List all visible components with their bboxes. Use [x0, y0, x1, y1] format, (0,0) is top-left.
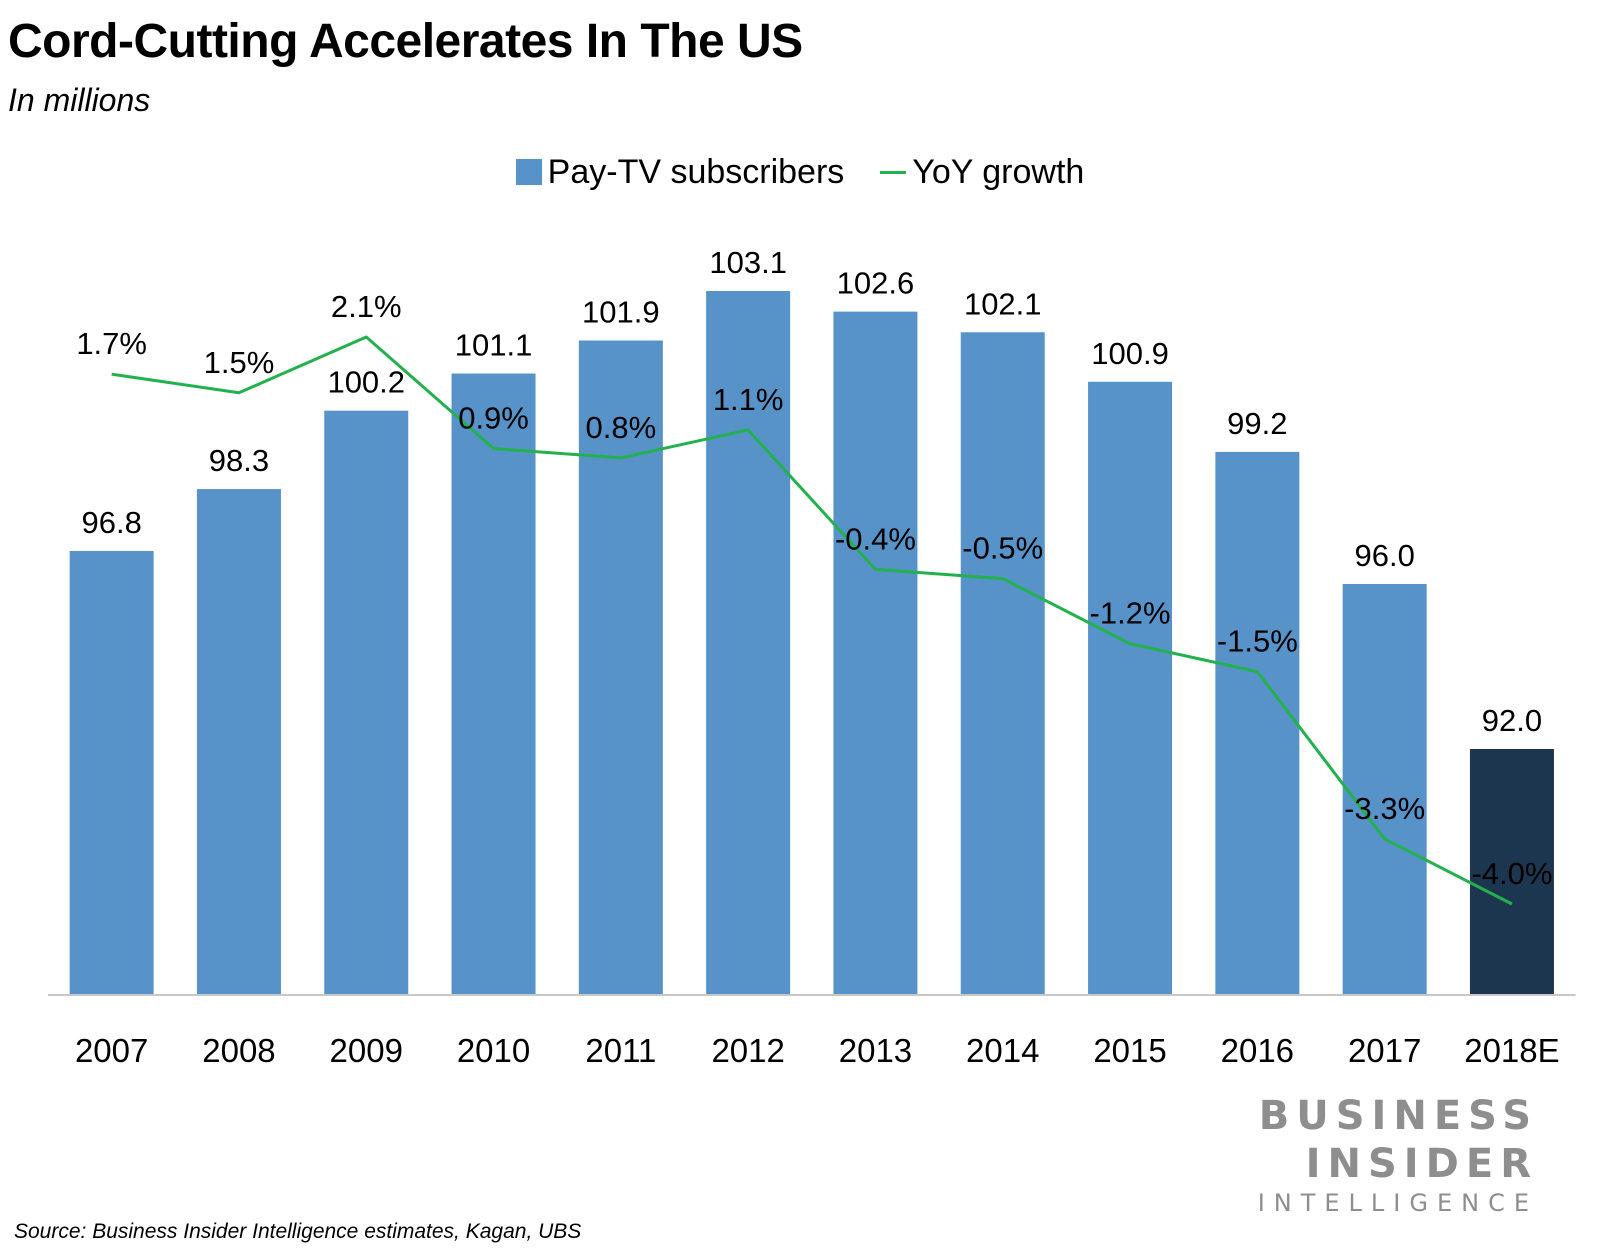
bar-value-label-2011: 101.9 [582, 295, 660, 330]
legend-label-subscribers: Pay-TV subscribers [547, 153, 845, 191]
growth-label-2018E: -4.0% [1471, 856, 1552, 891]
bar-2011 [578, 340, 663, 995]
bar-2013 [833, 311, 918, 996]
bar-2009 [324, 410, 409, 995]
growth-label-2009: 2.1% [331, 289, 402, 324]
growth-label-2007: 1.7% [76, 326, 147, 361]
source-note: Source: Business Insider Intelligence es… [14, 1220, 582, 1243]
bar-value-label-2008: 98.3 [209, 443, 269, 478]
growth-line [111, 335, 1513, 906]
chart-subtitle: In millions [8, 82, 151, 118]
x-tick-label-2007: 2007 [75, 1032, 148, 1069]
business-insider-logo: BUSINESS INSIDER INTELLIGENCE [1258, 1092, 1538, 1218]
growth-label-2012: 1.1% [713, 382, 784, 417]
bar-2007 [69, 550, 154, 995]
legend-bar-swatch [515, 159, 542, 185]
chart-legend: Pay-TV subscribers YoY growth [0, 150, 1600, 194]
growth-label-2008: 1.5% [204, 345, 275, 380]
bar-value-label-2018E: 92.0 [1482, 703, 1542, 738]
legend-item-growth: YoY growth [880, 150, 1084, 194]
bar-value-label-2014: 102.1 [964, 286, 1042, 321]
bar-value-label-2009: 100.2 [327, 365, 405, 400]
bar-2016 [1215, 451, 1300, 995]
bar-2010 [451, 373, 536, 995]
growth-label-2016: -1.5% [1217, 624, 1298, 659]
x-tick-label-2008: 2008 [202, 1032, 275, 1069]
x-tick-label-2017: 2017 [1348, 1032, 1421, 1069]
legend-line-swatch [880, 170, 907, 174]
bar-value-label-2017: 96.0 [1354, 538, 1414, 573]
bar-2012 [706, 291, 791, 995]
x-tick-label-2014: 2014 [966, 1032, 1039, 1069]
bar-2018E [1469, 749, 1554, 995]
bar-value-label-2010: 101.1 [455, 328, 533, 363]
bar-2014 [960, 332, 1045, 996]
legend-item-subscribers: Pay-TV subscribers [515, 150, 845, 194]
bar-value-label-2015: 100.9 [1091, 336, 1169, 371]
bar-2008 [196, 489, 281, 995]
growth-label-2015: -1.2% [1090, 596, 1171, 631]
bar-2017 [1342, 583, 1427, 995]
growth-label-2010: 0.9% [458, 401, 529, 436]
logo-line-insider: INSIDER [1305, 1141, 1538, 1187]
legend-label-growth: YoY growth [912, 153, 1085, 191]
bar-value-label-2007: 96.8 [81, 505, 141, 540]
chart-title: Cord-Cutting Accelerates In The US [8, 15, 803, 68]
logo-line-intelligence: INTELLIGENCE [1257, 1189, 1538, 1217]
growth-label-2017: -3.3% [1344, 791, 1425, 826]
bar-value-label-2016: 99.2 [1227, 406, 1287, 441]
logo-line-business: BUSINESS [1258, 1093, 1538, 1139]
bar-2015 [1088, 381, 1173, 995]
x-tick-label-2016: 2016 [1221, 1032, 1294, 1069]
x-tick-label-2015: 2015 [1093, 1032, 1166, 1069]
x-tick-label-2018E: 2018E [1464, 1032, 1559, 1069]
growth-label-2011: 0.8% [586, 410, 657, 445]
growth-label-2013: -0.4% [835, 521, 916, 556]
x-tick-label-2013: 2013 [839, 1032, 912, 1069]
x-tick-label-2011: 2011 [585, 1032, 656, 1069]
bar-value-label-2013: 102.6 [837, 266, 915, 301]
x-tick-label-2012: 2012 [711, 1032, 784, 1069]
bar-value-label-2012: 103.1 [709, 245, 787, 280]
growth-label-2014: -0.5% [962, 531, 1043, 566]
x-tick-label-2009: 2009 [330, 1032, 403, 1069]
x-tick-label-2010: 2010 [457, 1032, 530, 1069]
